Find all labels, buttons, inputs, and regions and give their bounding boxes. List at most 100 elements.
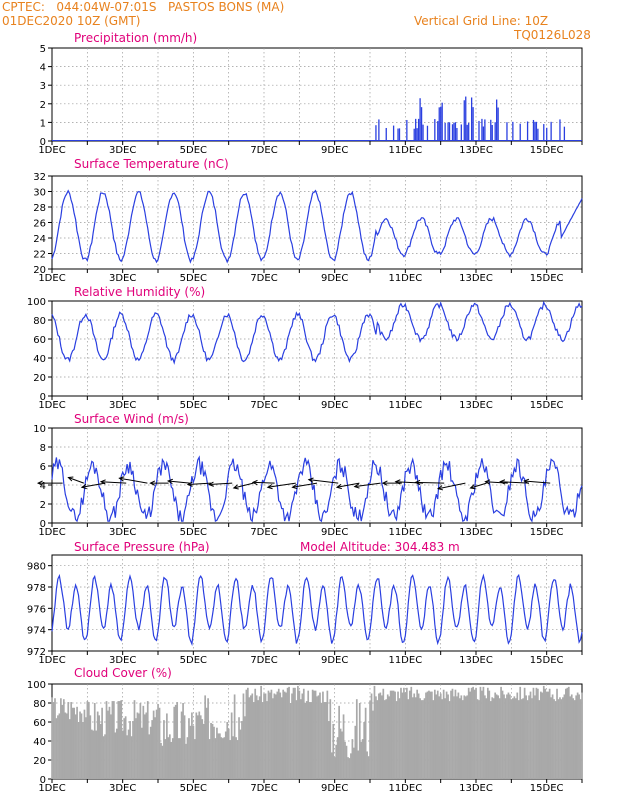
- cloud-bar: [556, 688, 558, 779]
- cloud-bar: [236, 740, 239, 779]
- cloud-bar: [264, 693, 267, 779]
- cloud-bar: [220, 737, 223, 779]
- cloud-bar: [120, 700, 123, 779]
- cloud-bar: [565, 688, 567, 779]
- wind-arrow: [308, 479, 339, 484]
- wind-arrow-head: [353, 483, 360, 489]
- cloud-bar: [105, 701, 108, 779]
- x-tick-label: 7DEC: [250, 527, 277, 538]
- run-header: 01DEC2020 10Z (GMT): [2, 14, 140, 28]
- cloud-bar: [86, 701, 89, 779]
- y-tick-label: 4: [40, 481, 46, 492]
- cloud-bar: [158, 707, 161, 779]
- cloud-bar: [148, 734, 151, 779]
- cloud-bar: [457, 692, 460, 779]
- cloud-bar: [123, 718, 126, 779]
- cloud-bar: [541, 692, 544, 779]
- cloud-bar: [302, 688, 305, 779]
- y-tick-label: 40: [33, 737, 46, 748]
- precip-bar: [478, 120, 480, 141]
- wind-arrow: [81, 482, 106, 488]
- cloud-bar: [433, 689, 436, 779]
- wind-arrow: [336, 482, 360, 488]
- cloud-bar: [391, 690, 393, 779]
- cloud-bar: [335, 744, 338, 779]
- cloud-bar: [289, 703, 292, 779]
- cloud-bar: [376, 700, 379, 779]
- cloud-bar: [254, 688, 257, 779]
- x-tick-label: 13DEC: [459, 273, 493, 284]
- cloud-bar: [514, 698, 517, 779]
- x-tick-label: 9DEC: [321, 527, 348, 538]
- cloud-bar: [198, 711, 201, 779]
- cloud-bar: [357, 750, 360, 779]
- cloud-bar: [263, 693, 265, 779]
- cloud-bar: [70, 702, 73, 779]
- cloud-bar: [516, 692, 519, 779]
- cloud-bar: [207, 698, 209, 779]
- wind-arrow-head: [251, 479, 258, 486]
- y-tick-label: 4: [40, 63, 46, 74]
- y-tick-label: 80: [33, 699, 46, 710]
- y-tick-label: 20: [33, 373, 46, 384]
- x-tick-label: 9DEC: [321, 273, 348, 284]
- precip-bar: [563, 126, 566, 141]
- wind-arrow: [267, 482, 296, 488]
- cloud-bar: [354, 725, 357, 779]
- y-tick-label: 30: [33, 188, 46, 199]
- precip-bar: [491, 125, 493, 141]
- cloud-bar: [336, 737, 339, 779]
- cloud-bar: [366, 751, 368, 779]
- y-tick-label: 978: [27, 583, 46, 594]
- precip-bar: [550, 121, 552, 141]
- x-tick-label: 7DEC: [250, 400, 277, 411]
- y-tick-label: 0: [40, 137, 46, 148]
- cloud-bar: [227, 728, 230, 779]
- cloud-bar: [432, 700, 435, 779]
- cloud-bar: [261, 702, 264, 779]
- precip-bar: [385, 127, 387, 141]
- precip-bar: [417, 118, 420, 141]
- cloud-bar: [310, 702, 313, 779]
- cloud-bar: [130, 736, 133, 779]
- cloud-bar: [363, 722, 366, 779]
- cloud-bar: [229, 740, 232, 779]
- cloud-bar: [64, 712, 67, 779]
- wind-arrow: [233, 482, 254, 489]
- cloud-bar: [121, 730, 124, 779]
- precip-bar: [426, 125, 429, 141]
- cloud-bar: [350, 753, 352, 779]
- y-tick-label: 972: [27, 647, 46, 658]
- x-tick-label: 11DEC: [388, 145, 422, 156]
- y-tick-label: 10: [33, 424, 46, 435]
- precip-bar: [534, 121, 536, 141]
- cloud-bar: [242, 693, 245, 779]
- precip-bar: [448, 122, 451, 141]
- precip-bar: [375, 125, 377, 141]
- cloud-bar: [118, 701, 121, 779]
- x-tick-label: 13DEC: [459, 783, 493, 794]
- cloud-bar: [88, 702, 90, 779]
- cloud-bar: [575, 695, 578, 779]
- cloud-bar: [194, 739, 196, 779]
- cloud-bar: [77, 722, 80, 779]
- precip-bar: [378, 119, 380, 141]
- cloud-bar: [347, 757, 349, 779]
- x-tick-label: 1DEC: [38, 783, 65, 794]
- cloud-bar: [500, 686, 502, 779]
- cloud-bar: [99, 723, 102, 779]
- precip-bar: [447, 122, 449, 141]
- cloud-bar: [450, 690, 452, 779]
- cloud-bar: [80, 713, 83, 779]
- x-tick-label: 13DEC: [459, 400, 493, 411]
- x-tick-label: 15DEC: [530, 273, 564, 284]
- cloud-bar: [221, 738, 224, 779]
- cloud-bar: [425, 692, 427, 779]
- cloud-bar: [358, 703, 361, 779]
- cloud-bar: [460, 695, 463, 779]
- cloud-bar: [247, 687, 249, 779]
- cloud-bar: [114, 732, 117, 779]
- cloud-bar: [545, 691, 548, 779]
- cloud-bar: [311, 689, 314, 779]
